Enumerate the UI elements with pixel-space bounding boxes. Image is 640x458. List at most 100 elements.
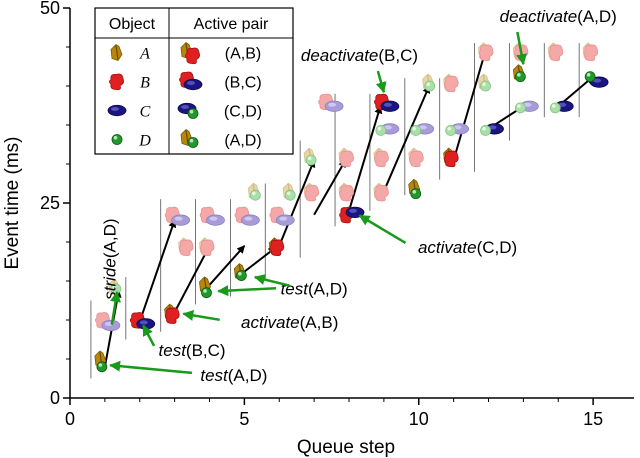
- y-axis-title: Event time (ms): [2, 136, 23, 269]
- x-tick-label: 10: [409, 409, 429, 429]
- object-b-active-marker: [164, 307, 180, 324]
- object-d-inactive-marker: [480, 80, 491, 92]
- object-b-inactive-marker: [304, 184, 320, 202]
- object-b-active-marker: [269, 239, 285, 257]
- legend-header-pair: Active pair: [194, 16, 269, 33]
- transition-arrow: [278, 159, 316, 247]
- object-d-inactive-marker: [445, 125, 457, 136]
- annotation-arrow: [217, 285, 277, 297]
- step-lines: [90, 43, 580, 379]
- object-b-inactive-marker: [583, 44, 599, 62]
- annotation-arrow: [375, 70, 387, 94]
- annotations: test(A,D)test(B,C)activate(A,B)test(A,D)…: [100, 7, 616, 385]
- object-d-inactive-marker: [424, 80, 436, 92]
- transition-arrow: [138, 219, 177, 322]
- annotation-label: deactivate(A,D): [500, 7, 617, 26]
- object-d-inactive-marker: [375, 125, 387, 136]
- legend-pair-icon: [185, 47, 200, 65]
- annotation-arrow: [109, 360, 193, 375]
- annotation-label: deactivate(B,C): [301, 46, 418, 65]
- object-d-inactive-marker: [480, 125, 491, 136]
- annotation-function-name: activate: [418, 238, 477, 257]
- object-d-active-marker: [96, 361, 108, 373]
- object-c-inactive-marker: [101, 319, 121, 332]
- object-markers: [94, 42, 609, 373]
- object-b-active-marker: [443, 150, 459, 168]
- object-b-inactive-marker: [373, 184, 389, 202]
- annotation-arguments: (B,C): [378, 46, 418, 65]
- object-b-inactive-marker: [339, 184, 354, 202]
- annotation-function-name: test: [200, 366, 229, 385]
- object-d-active-marker: [201, 287, 212, 299]
- object-c-inactive-marker: [171, 214, 191, 226]
- annotation-label: test(B,C): [159, 341, 226, 360]
- legend-pair-icon: [187, 108, 199, 119]
- annotation-arguments: (A,D): [228, 366, 268, 385]
- object-b-inactive-marker: [548, 44, 564, 62]
- legend-object-a-icon: [110, 43, 123, 61]
- annotation-arrow: [142, 324, 156, 347]
- axes: 0 5 10 15 0 25 50: [40, 0, 634, 429]
- object-d-active-marker: [584, 71, 596, 83]
- object-d-inactive-marker: [249, 189, 261, 201]
- annotation-function-name: deactivate: [301, 46, 379, 65]
- annotation-arrow: [358, 214, 407, 244]
- object-d-inactive-marker: [284, 189, 296, 201]
- object-c-inactive-marker: [240, 214, 260, 226]
- legend-object-label: D: [138, 133, 151, 150]
- object-c-active-marker: [380, 100, 400, 112]
- annotation-arguments: (A,D): [577, 7, 617, 26]
- annotation-arrow: [110, 290, 121, 325]
- object-b-inactive-marker: [178, 239, 194, 257]
- transition-arrow: [452, 51, 487, 161]
- legend-object-c-icon: [107, 104, 127, 117]
- legend-pair-label: (A,D): [224, 133, 261, 150]
- annotation-label: test(A,D): [200, 366, 267, 385]
- x-tick-label: 0: [65, 409, 75, 429]
- annotation-arguments: (C,D): [477, 238, 518, 257]
- legend-pair-icon: [183, 78, 203, 91]
- legend: Object Active pair A (A,B) B (B,C) C (C,D) D (A,D…: [94, 7, 294, 155]
- annotation-function-name: deactivate: [500, 7, 578, 26]
- annotation-arrow: [516, 31, 527, 66]
- y-tick-label: 50: [40, 0, 60, 18]
- annotation-arguments: (A,D): [100, 218, 119, 258]
- x-tick-label: 5: [239, 409, 249, 429]
- annotation-arguments: (A,D): [308, 279, 348, 298]
- object-c-inactive-marker: [206, 214, 225, 226]
- legend-pair-label: (B,C): [224, 75, 261, 92]
- annotation-function-name: test: [159, 341, 188, 360]
- legend-pair-label: (C,D): [224, 104, 262, 121]
- object-c-inactive-marker: [275, 214, 295, 226]
- legend-object-d-icon: [111, 134, 123, 145]
- annotation-label: test(A,D): [281, 279, 348, 298]
- annotation-arguments: (A,B): [300, 313, 339, 332]
- object-b-inactive-marker: [373, 150, 389, 168]
- object-d-inactive-marker: [410, 125, 422, 136]
- object-b-inactive-marker: [408, 150, 424, 168]
- legend-object-label: A: [139, 46, 150, 63]
- transition-arrow: [348, 105, 383, 212]
- annotation-function-name: activate: [241, 313, 300, 332]
- x-axis-title: Queue step: [297, 437, 395, 458]
- legend-object-label: C: [140, 104, 151, 121]
- x-tick-label: 15: [583, 409, 603, 429]
- object-b-inactive-marker: [199, 239, 215, 257]
- object-d-inactive-marker: [305, 154, 317, 166]
- y-tick-label: 25: [40, 193, 60, 213]
- annotation-arrow: [182, 309, 220, 322]
- object-d-inactive-marker: [514, 102, 526, 114]
- object-d-active-marker: [410, 188, 422, 200]
- annotation-function-name: test: [281, 279, 310, 298]
- object-c-inactive-marker: [324, 100, 344, 112]
- transition-arrow: [208, 245, 246, 286]
- legend-object-label: B: [140, 75, 150, 92]
- transition-arrow: [313, 159, 347, 216]
- annotation-label: activate(A,B): [241, 313, 338, 332]
- annotation-label: stride(A,D): [100, 218, 119, 299]
- annotation-function-name: stride: [100, 258, 119, 300]
- object-c-active-marker: [345, 206, 365, 218]
- y-tick-label: 0: [50, 388, 60, 408]
- object-b-inactive-marker: [339, 150, 354, 168]
